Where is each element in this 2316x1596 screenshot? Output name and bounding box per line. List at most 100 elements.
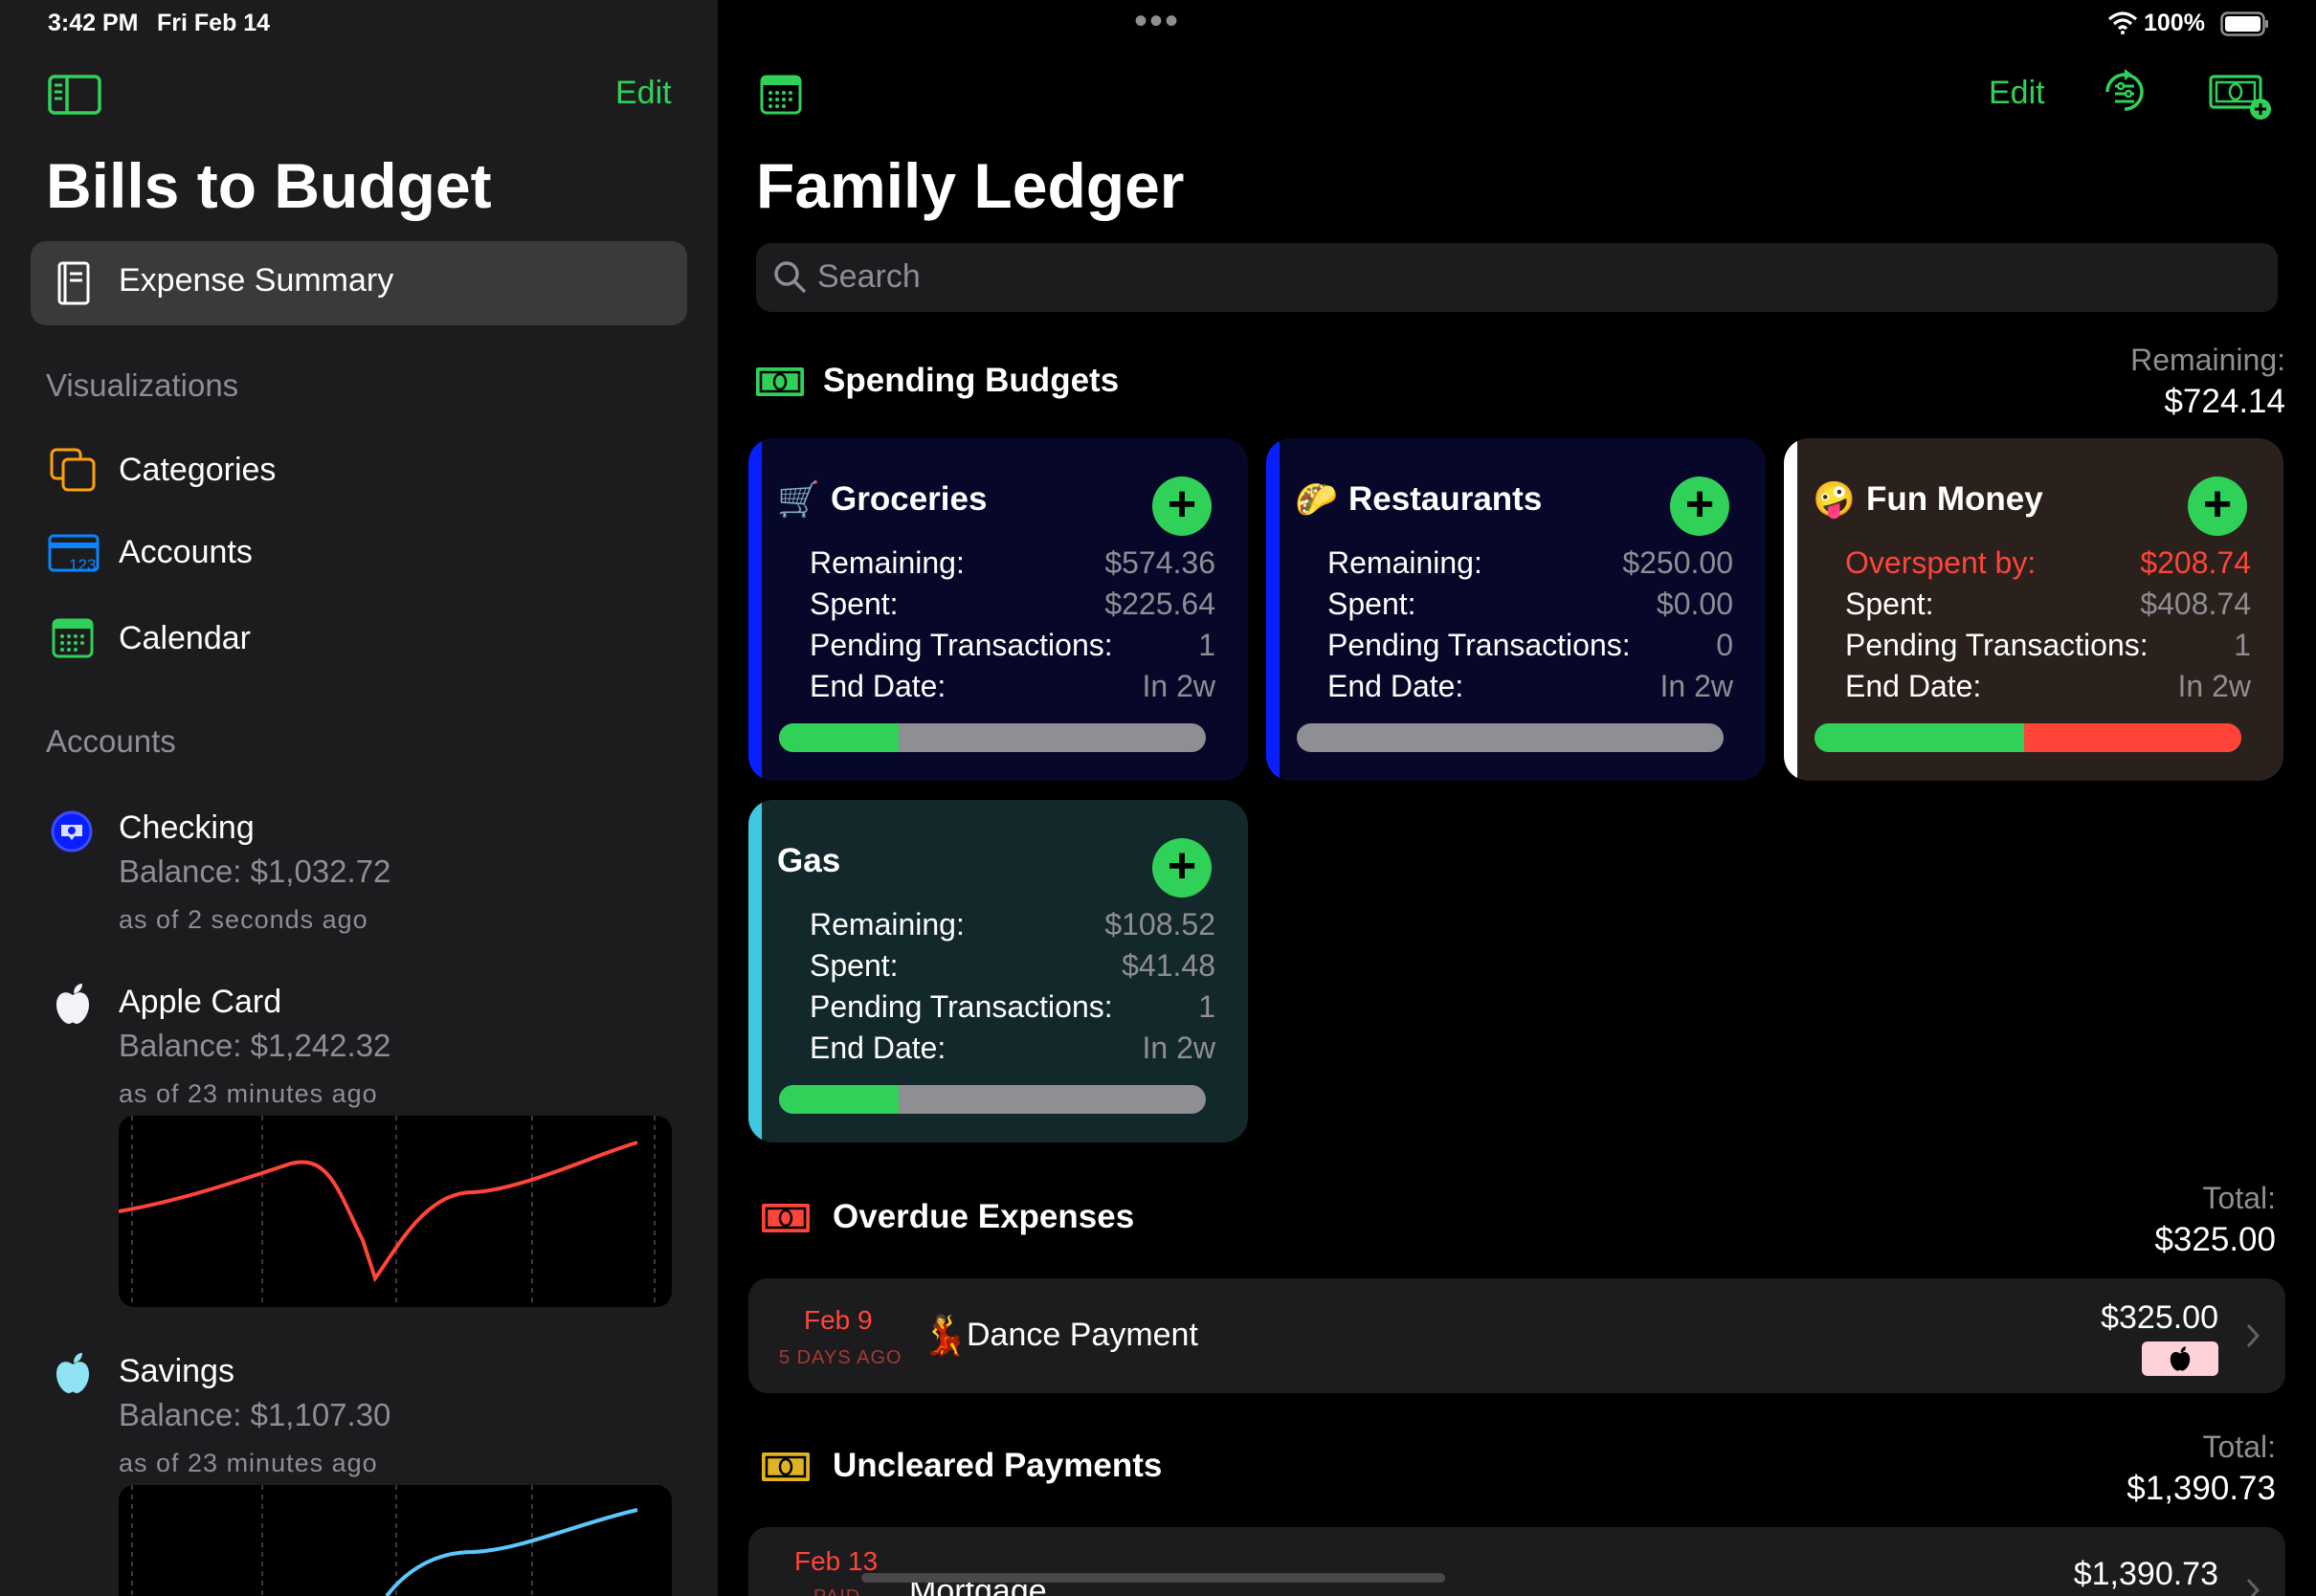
card-row: Remaining: $574.36 <box>810 545 1215 584</box>
row-value: 1 <box>1198 628 1215 662</box>
row-value: $225.64 <box>1104 587 1215 621</box>
overdue-total-value: $325.00 <box>2154 1221 2276 1258</box>
row-label: Pending Transactions: <box>1327 628 1631 662</box>
progress-fill <box>779 1085 899 1114</box>
progress-fill <box>779 723 899 752</box>
row-value: 1 <box>2234 628 2251 662</box>
budget-card-fun-money[interactable]: 🤪 Fun Money + Overspent by: $208.74 Spent… <box>1784 438 2283 781</box>
card-title: Groceries <box>831 480 988 518</box>
spending-budgets-title: Spending Budgets <box>823 362 1120 399</box>
svg-text:123: 123 <box>69 556 96 574</box>
row-label: Remaining: <box>810 907 965 942</box>
card-row: Pending Transactions: 1 <box>810 628 1215 666</box>
add-transaction-button[interactable]: + <box>1670 477 1729 536</box>
account-name: Savings <box>119 1353 234 1389</box>
card-row: Pending Transactions: 1 <box>810 989 1215 1028</box>
sync-filter-icon[interactable] <box>2100 67 2149 117</box>
calendar-icon <box>52 618 94 658</box>
apple-icon <box>56 984 89 1024</box>
money-icon <box>762 1452 810 1481</box>
account-updated: as of 23 minutes ago <box>119 1449 378 1477</box>
battery-icon <box>2220 11 2268 36</box>
row-value: $108.52 <box>1104 907 1215 942</box>
main-edit-button[interactable]: Edit <box>1989 75 2045 111</box>
sidebar-item-categories[interactable]: Categories <box>0 440 718 501</box>
sidebar-item-label: Calendar <box>119 620 251 656</box>
card-title: Fun Money <box>1866 480 2043 518</box>
apple-icon <box>56 1353 89 1393</box>
spark-line <box>119 1141 638 1283</box>
sidebar-toggle-icon[interactable] <box>48 75 101 115</box>
row-label: Pending Transactions: <box>810 628 1113 662</box>
card-row: End Date: In 2w <box>810 1031 1215 1069</box>
expense-date: Feb 9 <box>804 1305 873 1335</box>
expense-row-mortgage[interactable]: Feb 13 PAID Mortgage $1,390.73 <box>748 1527 2285 1596</box>
row-label: Spent: <box>1327 587 1416 621</box>
expense-relative-date: PAID <box>813 1586 860 1596</box>
expense-amount: $325.00 <box>2101 1299 2218 1336</box>
card-emoji: 🛒 <box>777 479 820 519</box>
card-row: Pending Transactions: 1 <box>1845 628 2251 666</box>
money-icon <box>762 1204 810 1232</box>
status-date: Fri Feb 14 <box>157 10 271 36</box>
card-row: Spent: $41.48 <box>810 948 1215 986</box>
row-label: Overspent by: <box>1845 545 2037 580</box>
row-label: Pending Transactions: <box>810 989 1113 1024</box>
card-row: End Date: In 2w <box>810 669 1215 707</box>
expense-relative-date: 5 DAYS AGO <box>779 1347 902 1368</box>
sidebar-item-label: Expense Summary <box>119 262 394 299</box>
search-input[interactable]: Search <box>817 258 921 295</box>
account-balance: Balance: $1,242.32 <box>119 1028 391 1063</box>
row-value: In 2w <box>2177 669 2251 703</box>
sidebar-item-expense-summary[interactable]: Expense Summary <box>31 241 687 325</box>
add-bill-icon[interactable] <box>2209 75 2272 121</box>
row-label: Pending Transactions: <box>1845 628 2149 662</box>
account-updated: as of 23 minutes ago <box>119 1079 378 1108</box>
visualizations-header: Visualizations <box>46 367 239 403</box>
row-value: 0 <box>1716 628 1733 662</box>
account-checking[interactable]: Checking Balance: $1,032.72 as of 2 seco… <box>0 804 718 938</box>
row-value: $574.36 <box>1104 545 1215 580</box>
card-row: Overspent by: $208.74 <box>1845 545 2251 584</box>
account-name: Apple Card <box>119 984 282 1020</box>
account-balance: Balance: $1,032.72 <box>119 853 391 889</box>
add-transaction-button[interactable]: + <box>2188 477 2247 536</box>
add-transaction-button[interactable]: + <box>1152 477 1212 536</box>
multitasking-dots[interactable]: ••• <box>1134 0 1181 42</box>
apple-card-sparkline <box>119 1116 672 1307</box>
sidebar-item-calendar[interactable]: Calendar <box>0 609 718 670</box>
budget-progress-bar <box>779 723 1206 752</box>
spending-remaining-label: Remaining: <box>2130 343 2285 377</box>
add-transaction-button[interactable]: + <box>1152 838 1212 898</box>
card-row: Remaining: $250.00 <box>1327 545 1733 584</box>
uncleared-total-value: $1,390.73 <box>2127 1470 2276 1507</box>
status-time: 3:42 PM <box>48 10 139 36</box>
account-apple-card[interactable]: Apple Card Balance: $1,242.32 as of 23 m… <box>0 978 718 1112</box>
sidebar-edit-button[interactable]: Edit <box>615 75 672 111</box>
card-accent <box>1784 438 1797 781</box>
main-pane: ••• 100% Edit <box>718 0 2316 1596</box>
budget-card-gas[interactable]: Gas + Remaining: $108.52 Spent: $41.48 Pen… <box>748 800 1248 1142</box>
budget-card-restaurants[interactable]: 🌮 Restaurants + Remaining: $250.00 Spent:… <box>1266 438 1766 781</box>
row-value: $41.48 <box>1122 948 1215 983</box>
uncleared-total-label: Total: <box>2202 1430 2276 1464</box>
accounts-header: Accounts <box>46 723 176 759</box>
account-savings[interactable]: Savings Balance: $1,107.30 as of 23 minu… <box>0 1347 718 1481</box>
home-indicator[interactable] <box>861 1573 1445 1583</box>
card-accent <box>748 438 762 781</box>
expense-date: Feb 13 <box>794 1546 879 1576</box>
card-title: Gas <box>777 842 841 879</box>
spending-remaining-value: $724.14 <box>2164 383 2285 420</box>
battery-percent: 100% <box>2144 10 2205 36</box>
account-updated: as of 2 seconds ago <box>119 905 368 934</box>
budget-card-groceries[interactable]: 🛒 Groceries + Remaining: $574.36 Spent: $2… <box>748 438 1248 781</box>
sidebar-item-label: Categories <box>119 452 277 488</box>
sidebar-item-accounts[interactable]: 123 Accounts <box>0 522 718 584</box>
expense-row-dance-payment[interactable]: Feb 9 5 DAYS AGO 💃 Dance Payment $325.00 <box>748 1278 2285 1393</box>
budget-progress-bar <box>1815 723 2241 752</box>
search-bar[interactable]: Search <box>756 243 2278 312</box>
apple-icon <box>2170 1346 2191 1371</box>
card-row: End Date: In 2w <box>1845 669 2251 707</box>
calendar-icon[interactable] <box>760 75 802 115</box>
row-label: End Date: <box>810 1031 946 1065</box>
